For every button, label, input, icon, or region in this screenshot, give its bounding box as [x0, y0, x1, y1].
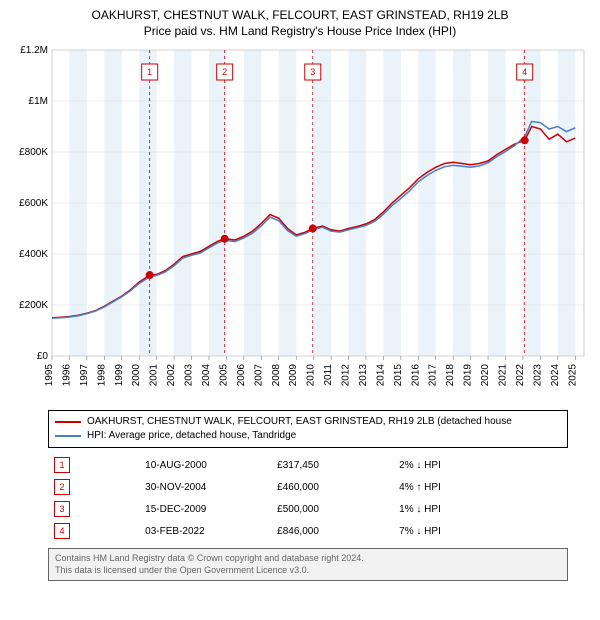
- svg-text:2016: 2016: [410, 364, 421, 387]
- svg-text:2022: 2022: [515, 364, 526, 387]
- svg-text:2023: 2023: [532, 364, 543, 387]
- legend-swatch: [55, 421, 81, 423]
- svg-text:£1M: £1M: [29, 96, 48, 107]
- chart-title: OAKHURST, CHESTNUT WALK, FELCOURT, EAST …: [8, 8, 592, 22]
- svg-text:2002: 2002: [166, 364, 177, 387]
- legend-label: HPI: Average price, detached house, Tand…: [87, 429, 296, 443]
- svg-text:1998: 1998: [96, 364, 107, 387]
- legend-item: HPI: Average price, detached house, Tand…: [55, 429, 561, 443]
- tx-price: £460,000: [271, 476, 393, 498]
- svg-text:2014: 2014: [375, 364, 386, 387]
- attribution-box: Contains HM Land Registry data © Crown c…: [48, 548, 568, 581]
- tx-badge-cell: 3: [48, 498, 139, 520]
- legend-swatch: [55, 435, 81, 437]
- svg-text:1995: 1995: [44, 364, 55, 387]
- chart-svg: £0 £200K £400K £600K £800K £1M £1.2M 1995 1996 19…: [8, 44, 592, 404]
- svg-text:1: 1: [147, 67, 152, 77]
- svg-text:2: 2: [222, 67, 227, 77]
- svg-text:2004: 2004: [201, 364, 212, 387]
- svg-text:£0: £0: [37, 351, 49, 362]
- tx-price: £846,000: [271, 520, 393, 542]
- table-row: 3 15-DEC-2009£500,0001% ↓ HPI: [48, 498, 568, 520]
- svg-text:4: 4: [522, 67, 527, 77]
- svg-text:2001: 2001: [149, 364, 160, 387]
- tx-date: 15-DEC-2009: [139, 498, 271, 520]
- tx-date: 30-NOV-2004: [139, 476, 271, 498]
- svg-text:2007: 2007: [253, 364, 264, 387]
- transactions-table: 1 10-AUG-2000£317,4502% ↓ HPI 2 30-NOV-2004…: [48, 454, 568, 542]
- tx-badge-cell: 2: [48, 476, 139, 498]
- price-chart: £0 £200K £400K £600K £800K £1M £1.2M 1995 1996 19…: [8, 44, 592, 404]
- svg-text:2005: 2005: [218, 364, 229, 387]
- table-row: 4 03-FEB-2022£846,0007% ↓ HPI: [48, 520, 568, 542]
- svg-text:2006: 2006: [236, 364, 247, 387]
- tx-badge: 2: [54, 479, 70, 495]
- tx-diff: 1% ↓ HPI: [393, 498, 568, 520]
- svg-text:2010: 2010: [306, 364, 317, 387]
- attribution-line-2: This data is licensed under the Open Gov…: [55, 565, 561, 577]
- tx-badge-cell: 4: [48, 520, 139, 542]
- svg-text:2000: 2000: [131, 364, 142, 387]
- svg-text:2019: 2019: [463, 364, 474, 387]
- svg-text:2015: 2015: [393, 364, 404, 387]
- tx-price: £317,450: [271, 454, 393, 476]
- legend-label: OAKHURST, CHESTNUT WALK, FELCOURT, EAST …: [87, 415, 512, 429]
- legend: OAKHURST, CHESTNUT WALK, FELCOURT, EAST …: [48, 410, 568, 448]
- tx-price: £500,000: [271, 498, 393, 520]
- svg-text:2011: 2011: [323, 364, 334, 386]
- svg-text:2017: 2017: [428, 364, 439, 387]
- svg-text:2013: 2013: [358, 364, 369, 387]
- tx-badge-cell: 1: [48, 454, 139, 476]
- tx-date: 03-FEB-2022: [139, 520, 271, 542]
- tx-diff: 7% ↓ HPI: [393, 520, 568, 542]
- svg-text:1996: 1996: [61, 364, 72, 387]
- svg-text:£600K: £600K: [19, 198, 48, 209]
- tx-badge: 1: [54, 457, 70, 473]
- svg-text:3: 3: [310, 67, 315, 77]
- table-row: 2 30-NOV-2004£460,0004% ↑ HPI: [48, 476, 568, 498]
- chart-subtitle: Price paid vs. HM Land Registry's House …: [8, 24, 592, 38]
- tx-badge: 4: [54, 523, 70, 539]
- svg-text:2020: 2020: [480, 364, 491, 387]
- tx-date: 10-AUG-2000: [139, 454, 271, 476]
- svg-text:£200K: £200K: [19, 300, 48, 311]
- svg-text:2024: 2024: [550, 364, 561, 387]
- svg-text:£800K: £800K: [19, 147, 48, 158]
- svg-text:£400K: £400K: [19, 249, 48, 260]
- table-row: 1 10-AUG-2000£317,4502% ↓ HPI: [48, 454, 568, 476]
- svg-text:2012: 2012: [341, 364, 352, 387]
- svg-text:2021: 2021: [498, 364, 509, 387]
- tx-diff: 4% ↑ HPI: [393, 476, 568, 498]
- attribution-line-1: Contains HM Land Registry data © Crown c…: [55, 553, 561, 565]
- svg-text:1999: 1999: [114, 364, 125, 387]
- svg-text:£1.2M: £1.2M: [20, 45, 48, 56]
- tx-diff: 2% ↓ HPI: [393, 454, 568, 476]
- tx-badge: 3: [54, 501, 70, 517]
- svg-text:2003: 2003: [184, 364, 195, 387]
- legend-item: OAKHURST, CHESTNUT WALK, FELCOURT, EAST …: [55, 415, 561, 429]
- svg-text:2008: 2008: [271, 364, 282, 387]
- svg-text:2025: 2025: [567, 364, 578, 387]
- svg-text:2009: 2009: [288, 364, 299, 387]
- svg-text:1997: 1997: [79, 364, 90, 387]
- svg-text:2018: 2018: [445, 364, 456, 387]
